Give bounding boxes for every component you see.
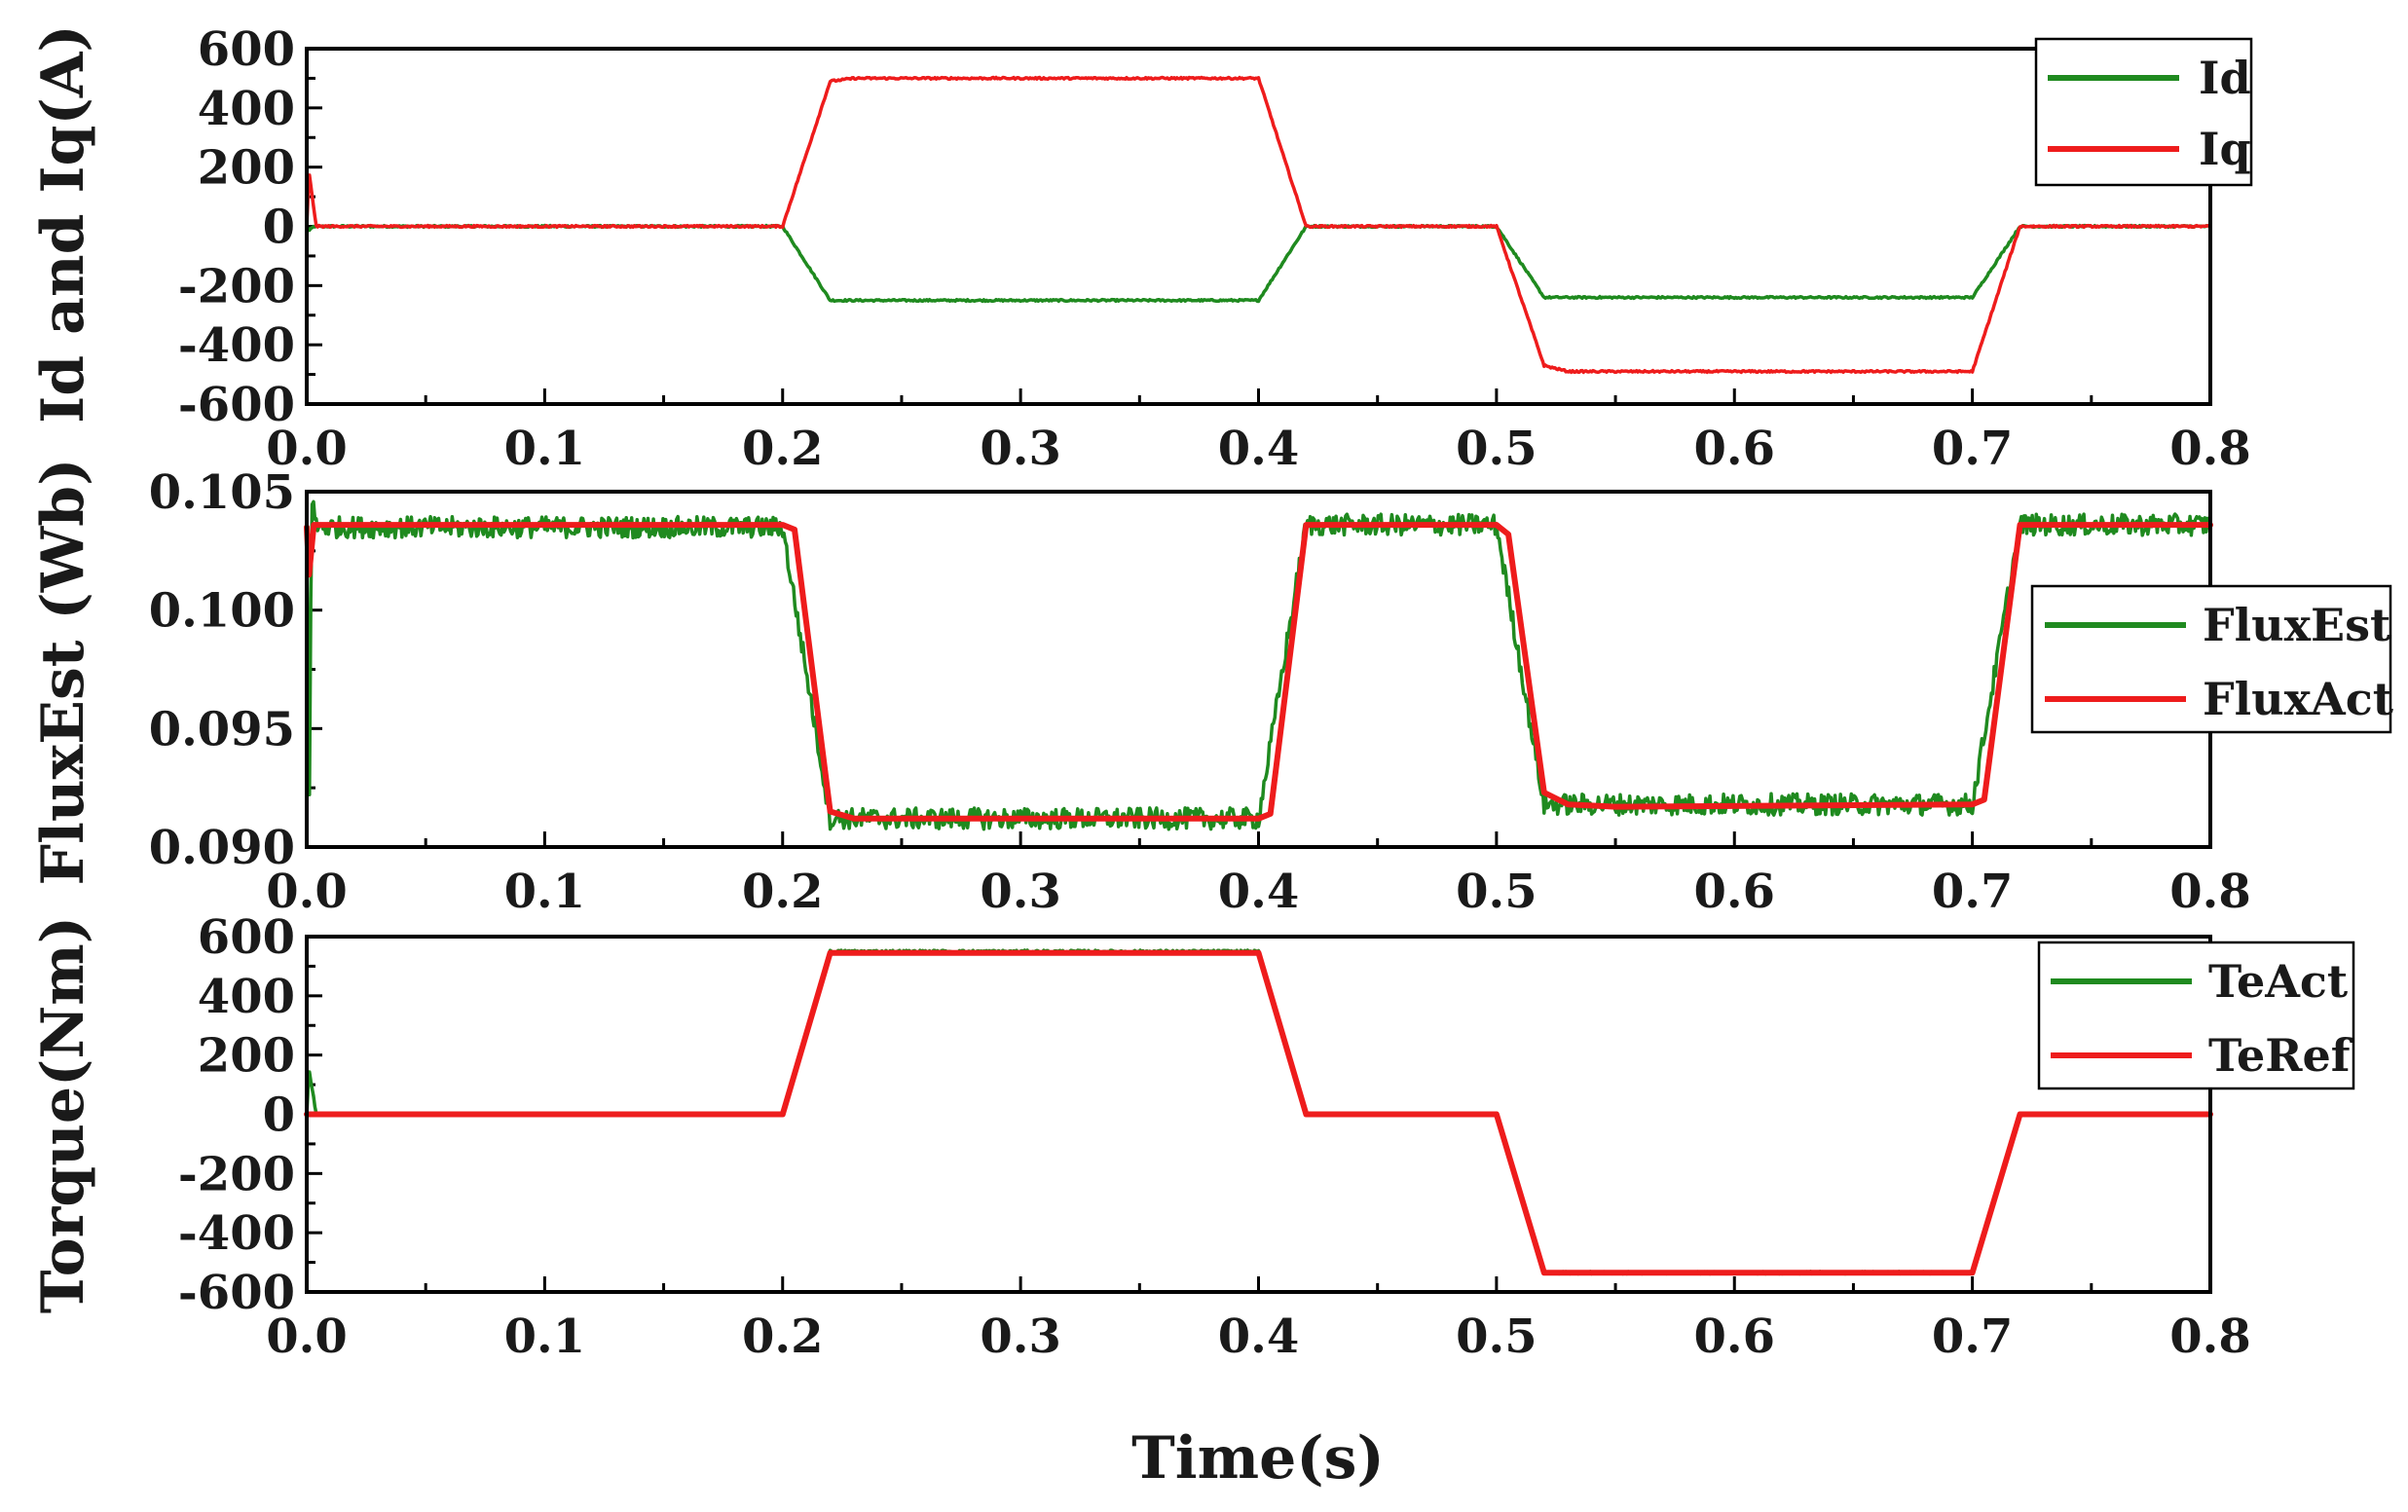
legend-label-fluxest: FluxEst bbox=[2203, 599, 2391, 651]
currents-series-iq bbox=[305, 75, 2212, 375]
currents-ytick-label: -200 bbox=[178, 259, 295, 313]
torque-ytick-label: -600 bbox=[178, 1266, 295, 1320]
torque-xtick-label: 0.5 bbox=[1456, 1309, 1537, 1364]
flux-ticks: 0.0 0.1 0.2 0.3 0.4 0.5 0.6 0.7 0.8 0.090 0.095 0.1… bbox=[149, 465, 2251, 919]
currents-ytick-label: 600 bbox=[198, 22, 295, 77]
torque-legend-box bbox=[2037, 940, 2355, 1090]
legend-label-iq: Iq bbox=[2199, 123, 2251, 175]
currents-xtick-label: 0.4 bbox=[1218, 422, 1300, 476]
legend-label-teact: TeAct bbox=[2208, 955, 2349, 1008]
legend-label-teref: TeRef bbox=[2208, 1029, 2353, 1082]
currents-ytick-label: 0 bbox=[263, 201, 295, 255]
currents-xtick-label: 0.5 bbox=[1456, 422, 1537, 476]
torque-xtick-label: 0.2 bbox=[742, 1309, 824, 1364]
torque-ytick-label: 400 bbox=[198, 970, 295, 1024]
currents-ytick-label: -600 bbox=[178, 378, 295, 432]
torque-xtick-label: 0.7 bbox=[1932, 1309, 2014, 1364]
currents-legend: Id Iq bbox=[2034, 37, 2253, 187]
currents-xtick-label: 0.0 bbox=[266, 422, 348, 476]
flux-panel: FluxEst (Wb) 0.0 0.1 0.2 0.3 0.4 0.5 0.6 0.7 0.8… bbox=[29, 458, 2394, 919]
currents-ytick-label: 200 bbox=[198, 141, 295, 196]
currents-xtick-label: 0.7 bbox=[1932, 422, 2014, 476]
legend-label-id: Id bbox=[2199, 52, 2251, 104]
currents-legend-box bbox=[2034, 37, 2253, 187]
currents-series-id bbox=[305, 223, 2212, 304]
currents-ytick-label: -400 bbox=[178, 318, 295, 373]
flux-plot-frame bbox=[305, 490, 2212, 849]
flux-xtick-label: 0.1 bbox=[504, 865, 586, 919]
flux-legend: FluxEst FluxAct bbox=[2030, 584, 2394, 734]
torque-y-axis-title: Torque(Nm) bbox=[29, 916, 97, 1313]
flux-xtick-label: 0.5 bbox=[1456, 865, 1537, 919]
currents-xtick-label: 0.8 bbox=[2169, 422, 2251, 476]
currents-xtick-label: 0.2 bbox=[742, 422, 824, 476]
torque-legend: TeAct TeRef bbox=[2037, 940, 2355, 1090]
currents-ytick-label: 400 bbox=[198, 82, 295, 136]
flux-ytick-label: 0.100 bbox=[149, 584, 295, 639]
x-axis-title: Time(s) bbox=[1131, 1424, 1385, 1493]
currents-xtick-label: 0.6 bbox=[1693, 422, 1775, 476]
flux-xtick-label: 0.3 bbox=[980, 865, 1061, 919]
currents-series bbox=[305, 75, 2212, 375]
torque-series bbox=[304, 948, 2213, 1276]
torque-ytick-label: -200 bbox=[178, 1147, 295, 1201]
torque-xtick-label: 0.4 bbox=[1218, 1309, 1300, 1364]
flux-legend-box bbox=[2030, 584, 2392, 734]
torque-ticks: 0.0 0.1 0.2 0.3 0.4 0.5 0.6 0.7 0.8 -600-400-2000… bbox=[178, 910, 2251, 1364]
currents-plot-frame bbox=[305, 47, 2212, 406]
torque-ytick-label: 600 bbox=[198, 910, 295, 965]
flux-ytick-label: 0.095 bbox=[149, 702, 295, 756]
torque-ytick-label: -400 bbox=[178, 1206, 295, 1261]
torque-ytick-label: 200 bbox=[198, 1029, 295, 1084]
torque-xtick-label: 0.0 bbox=[266, 1309, 348, 1364]
torque-ytick-label: 0 bbox=[263, 1088, 295, 1143]
torque-xtick-label: 0.3 bbox=[980, 1309, 1061, 1364]
flux-ytick-label: 0.090 bbox=[149, 821, 295, 875]
torque-xtick-label: 0.6 bbox=[1693, 1309, 1775, 1364]
torque-panel: Torque(Nm) 0.0 0.1 0.2 0.3 0.4 0.5 0.6 0.7 0.8 -6… bbox=[29, 910, 2355, 1364]
torque-xtick-label: 0.1 bbox=[504, 1309, 586, 1364]
flux-series-fluxact bbox=[304, 522, 2213, 822]
torque-plot-frame bbox=[305, 935, 2212, 1294]
flux-xtick-label: 0.2 bbox=[742, 865, 824, 919]
flux-series bbox=[304, 499, 2213, 831]
legend-label-fluxact: FluxAct bbox=[2203, 673, 2394, 725]
torque-xtick-label: 0.8 bbox=[2169, 1309, 2251, 1364]
flux-series-fluxest bbox=[305, 499, 2212, 831]
flux-xtick-label: 0.7 bbox=[1932, 865, 2014, 919]
flux-xtick-label: 0.6 bbox=[1693, 865, 1775, 919]
flux-xtick-label: 0.8 bbox=[2169, 865, 2251, 919]
currents-panel: Id and Iq(A) 0.0 0.1 0.2 0.3 0.4 0.5 0.6 0.7 0.8… bbox=[29, 22, 2253, 476]
flux-xtick-label: 0.0 bbox=[266, 865, 348, 919]
torque-series-teref bbox=[304, 949, 2213, 1276]
currents-ticks: 0.0 0.1 0.2 0.3 0.4 0.5 0.6 0.7 0.8 -600-400-2000… bbox=[178, 22, 2251, 476]
flux-ytick-label: 0.105 bbox=[149, 465, 295, 520]
flux-xtick-label: 0.4 bbox=[1218, 865, 1300, 919]
flux-y-axis-title: FluxEst (Wb) bbox=[29, 458, 97, 885]
currents-xtick-label: 0.1 bbox=[504, 422, 586, 476]
currents-xtick-label: 0.3 bbox=[980, 422, 1061, 476]
currents-y-axis-title: Id and Iq(A) bbox=[29, 24, 97, 424]
